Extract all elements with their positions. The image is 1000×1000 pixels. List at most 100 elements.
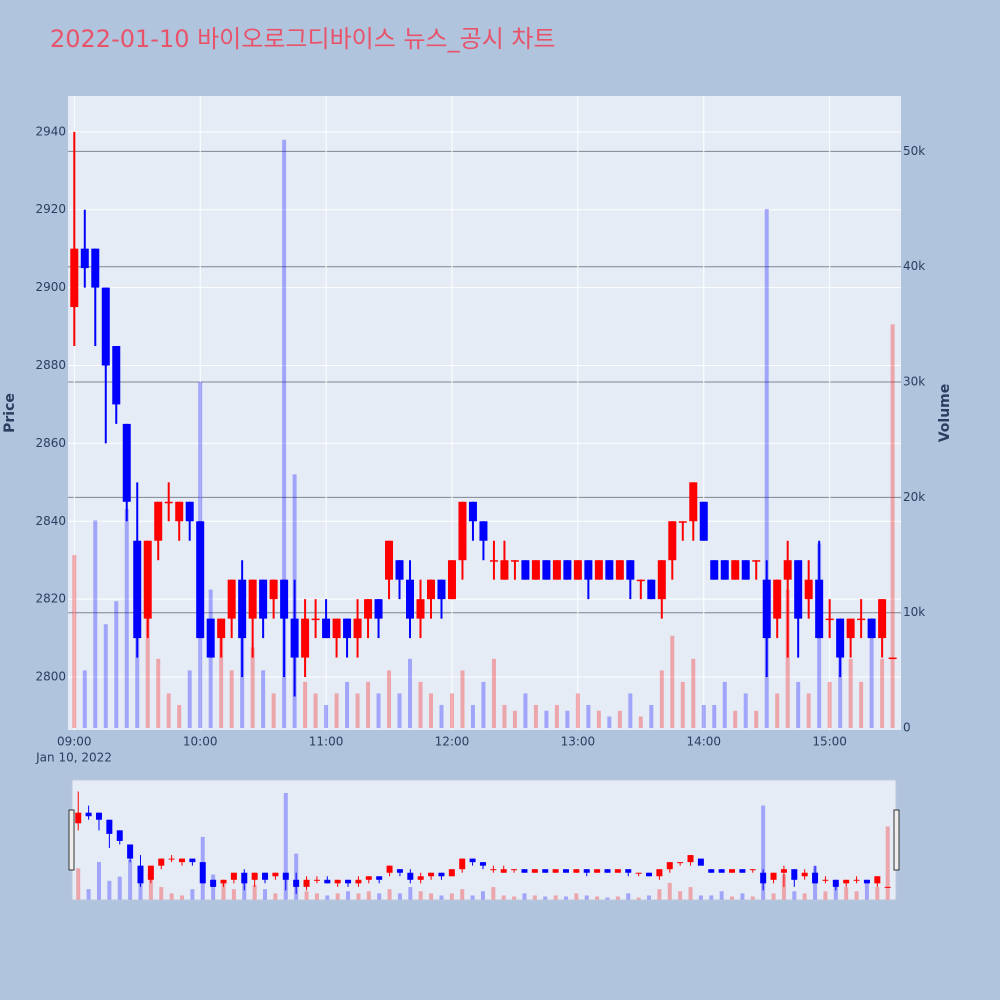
slider-volume-bar (346, 891, 351, 900)
slider-candle-body (687, 855, 694, 863)
slider-volume-bar (626, 893, 631, 900)
range-slider[interactable] (71, 779, 897, 901)
candle-body (206, 618, 215, 658)
slider-volume-bar (252, 885, 257, 900)
slider-candle-body (562, 869, 569, 873)
slider-candle-body (739, 869, 746, 873)
candle-body (322, 618, 331, 639)
volume-bar (859, 681, 864, 729)
candle-body (521, 560, 530, 580)
slider-candle-body (780, 869, 787, 873)
slider-candle-body (75, 812, 82, 824)
slider-handle[interactable] (893, 809, 900, 871)
candle-body (133, 540, 142, 639)
y2-tick-label: 10k (903, 605, 925, 619)
slider-volume-bar (885, 826, 890, 900)
volume-bar (460, 670, 465, 729)
volume-bar (796, 681, 801, 729)
candle-body (91, 248, 100, 288)
x-tick-label: 09:00 (57, 735, 92, 749)
candle-body (720, 560, 729, 580)
y2-tick-label: 40k (903, 259, 925, 273)
slider-candle-body (573, 869, 580, 873)
slider-volume-bar (86, 889, 91, 900)
candle-body (489, 560, 498, 562)
slider-volume-bar (823, 891, 828, 900)
slider-volume-bar (595, 896, 600, 900)
volume-bar (554, 704, 559, 729)
volume-bar (397, 693, 402, 729)
volume-bar (156, 658, 161, 729)
slider-volume-bar (844, 887, 849, 900)
candle-body (710, 560, 719, 580)
volume-bar (219, 635, 224, 729)
slider-volume-bar (615, 896, 620, 900)
candle-body (301, 618, 310, 658)
volume-bar (82, 670, 87, 729)
slider-volume-bar (397, 893, 402, 900)
volume-bar (502, 704, 507, 729)
slider-candle-body (116, 830, 123, 841)
slider-volume-bar (263, 889, 268, 900)
y-tick-label: 2800 (35, 670, 66, 684)
volume-bar (366, 681, 371, 729)
candle-body (185, 501, 194, 522)
slider-volume-bar (719, 891, 724, 900)
slider-volume-bar (439, 895, 444, 900)
slider-volume-bar (802, 893, 807, 900)
y-tick-label: 2920 (35, 202, 66, 216)
slider-candle-body (438, 872, 445, 877)
volume-bar (701, 704, 706, 729)
slider-candle-body (625, 869, 632, 873)
slider-candle-body (241, 872, 248, 884)
slider-candle-body (801, 872, 808, 877)
slider-candle-body (334, 879, 341, 884)
slider-candle-body (656, 869, 663, 877)
candle-body (311, 618, 320, 621)
candle-body (364, 599, 373, 619)
candle-body (353, 618, 362, 639)
slider-candle-body (531, 869, 538, 873)
slider-candle-body (791, 869, 798, 880)
volume-bar (827, 681, 832, 729)
candle-body (164, 501, 173, 504)
volume-bar (114, 601, 119, 729)
x-tick-label: 11:00 (309, 735, 344, 749)
slider-candle-body (500, 869, 507, 873)
candle-body (531, 560, 540, 580)
candle-body (857, 618, 866, 621)
slider-candle-body (812, 872, 819, 884)
candle-body (741, 560, 750, 580)
slider-handle[interactable] (68, 809, 75, 871)
slider-volume-bar (647, 895, 652, 900)
candle-body (447, 560, 456, 600)
slider-candle-body (479, 862, 486, 866)
volume-bar (261, 670, 266, 729)
slider-volume-bar (698, 895, 703, 900)
x-tick-label: 13:00 (561, 735, 596, 749)
volume-bar (617, 710, 622, 729)
volume-bar (177, 704, 182, 729)
y-tick-label: 2860 (35, 436, 66, 450)
volume-bar (607, 716, 612, 729)
volume-bar (533, 704, 538, 729)
volume-bar (334, 693, 339, 729)
volume-bar (355, 693, 360, 729)
y2-tick-label: 0 (903, 721, 911, 735)
y-axis-title: Price (2, 393, 18, 433)
candle-body (615, 560, 624, 580)
slider-volume-bar (875, 887, 880, 900)
slider-candle-body (448, 869, 455, 877)
candle-body (626, 560, 635, 580)
slider-candle-body (832, 879, 839, 887)
volume-bar (428, 693, 433, 729)
volume-bar (733, 710, 738, 729)
y2-tick-label: 30k (903, 375, 925, 389)
candle-body (542, 560, 551, 580)
volume-bar (166, 693, 171, 729)
slider-volume-bar (657, 889, 662, 900)
candle-body (773, 579, 782, 619)
y-tick-label: 2820 (35, 592, 66, 606)
candle-body (122, 423, 131, 502)
